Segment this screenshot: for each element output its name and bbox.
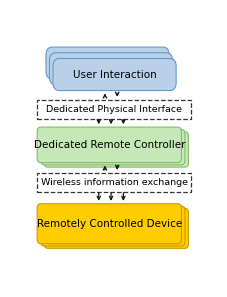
FancyBboxPatch shape — [41, 129, 185, 165]
FancyBboxPatch shape — [49, 53, 173, 85]
FancyBboxPatch shape — [37, 127, 181, 162]
Text: Dedicated Physical Interface: Dedicated Physical Interface — [46, 105, 182, 114]
FancyBboxPatch shape — [37, 173, 191, 192]
FancyBboxPatch shape — [46, 47, 169, 79]
FancyBboxPatch shape — [37, 100, 191, 119]
Text: Remotely Controlled Device: Remotely Controlled Device — [37, 219, 182, 229]
FancyBboxPatch shape — [37, 204, 181, 244]
FancyBboxPatch shape — [44, 208, 188, 248]
Text: User Interaction: User Interaction — [73, 69, 156, 80]
FancyBboxPatch shape — [53, 59, 176, 91]
Text: Wireless information exchange: Wireless information exchange — [41, 178, 188, 187]
FancyBboxPatch shape — [41, 206, 185, 246]
FancyBboxPatch shape — [44, 132, 188, 167]
Text: Dedicated Remote Controller: Dedicated Remote Controller — [34, 140, 185, 150]
